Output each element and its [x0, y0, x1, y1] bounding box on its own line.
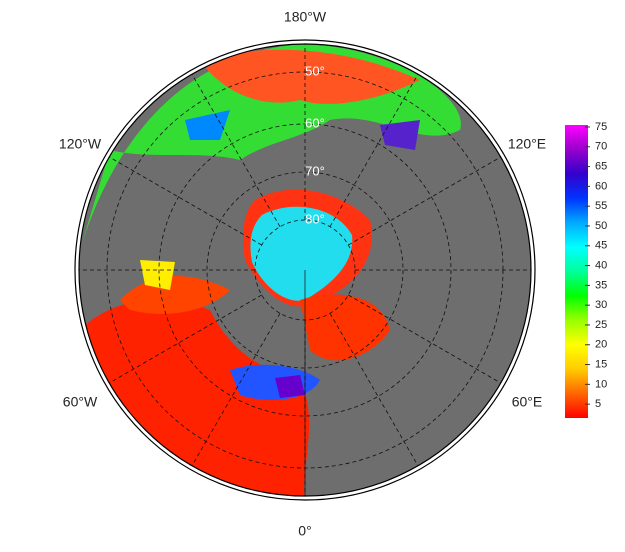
meridian: [329, 313, 419, 466]
map-body: [79, 44, 531, 496]
lat-label: 60°: [305, 115, 325, 130]
central-arctic: [250, 206, 353, 301]
barents-sector: [300, 294, 390, 361]
bering-sector: [200, 49, 420, 104]
colorbar: 5 10 15 20 25 30 35 40 45 50 55 60 65 70 75: [565, 121, 607, 418]
colorbar-tick-label: 30: [595, 299, 607, 311]
lat-circle: [206, 171, 404, 369]
colorbar-tick-label: 40: [595, 259, 607, 271]
map-border-outer: [74, 39, 536, 501]
lon-label: 0°: [298, 523, 311, 539]
nordic-core: [275, 375, 305, 398]
colorbar-tick-label: 75: [595, 121, 607, 133]
colorbar-fill: [565, 125, 588, 418]
lon-label: 120°W: [59, 136, 102, 152]
colorbar-tick-label: 25: [595, 319, 607, 331]
lon-label: 120°E: [508, 136, 546, 152]
colorbar-tick-label: 35: [595, 279, 607, 291]
colorbar-tick-label: 55: [595, 200, 607, 212]
lat-label: 80°: [305, 211, 325, 226]
colorbar-tick-label: 70: [595, 141, 607, 153]
lon-label: 180°W: [284, 9, 327, 25]
graticule: [79, 44, 531, 496]
meridian: [348, 156, 501, 246]
meridian: [109, 294, 262, 384]
okhotsk-patch: [380, 120, 420, 150]
north-pacific-patch: [185, 110, 230, 140]
meridian: [109, 156, 262, 246]
lat-circle: [158, 123, 452, 417]
meridian: [348, 294, 501, 384]
lon-label: 60°E: [512, 394, 543, 410]
hudson-patch: [140, 260, 175, 290]
map-border-inner: [78, 43, 532, 497]
colorbar-tick-label: 45: [595, 240, 607, 252]
colorbar-tick-label: 5: [595, 398, 601, 410]
meridian: [191, 313, 281, 466]
colorbar-tick-label: 10: [595, 378, 607, 390]
colorbar-tick-label: 50: [595, 220, 607, 232]
baffin-sector: [120, 276, 230, 314]
meridian: [191, 74, 281, 227]
colorbar-tick-label: 65: [595, 160, 607, 172]
lat-label: 70°: [305, 163, 325, 178]
colorbar-tick-label: 60: [595, 180, 607, 192]
colorbar-tick-label: 20: [595, 339, 607, 351]
meridian: [329, 74, 419, 227]
lat-label: 50°: [305, 63, 325, 78]
lon-label: 60°W: [63, 394, 98, 410]
colorbar-tick-label: 15: [595, 358, 607, 370]
